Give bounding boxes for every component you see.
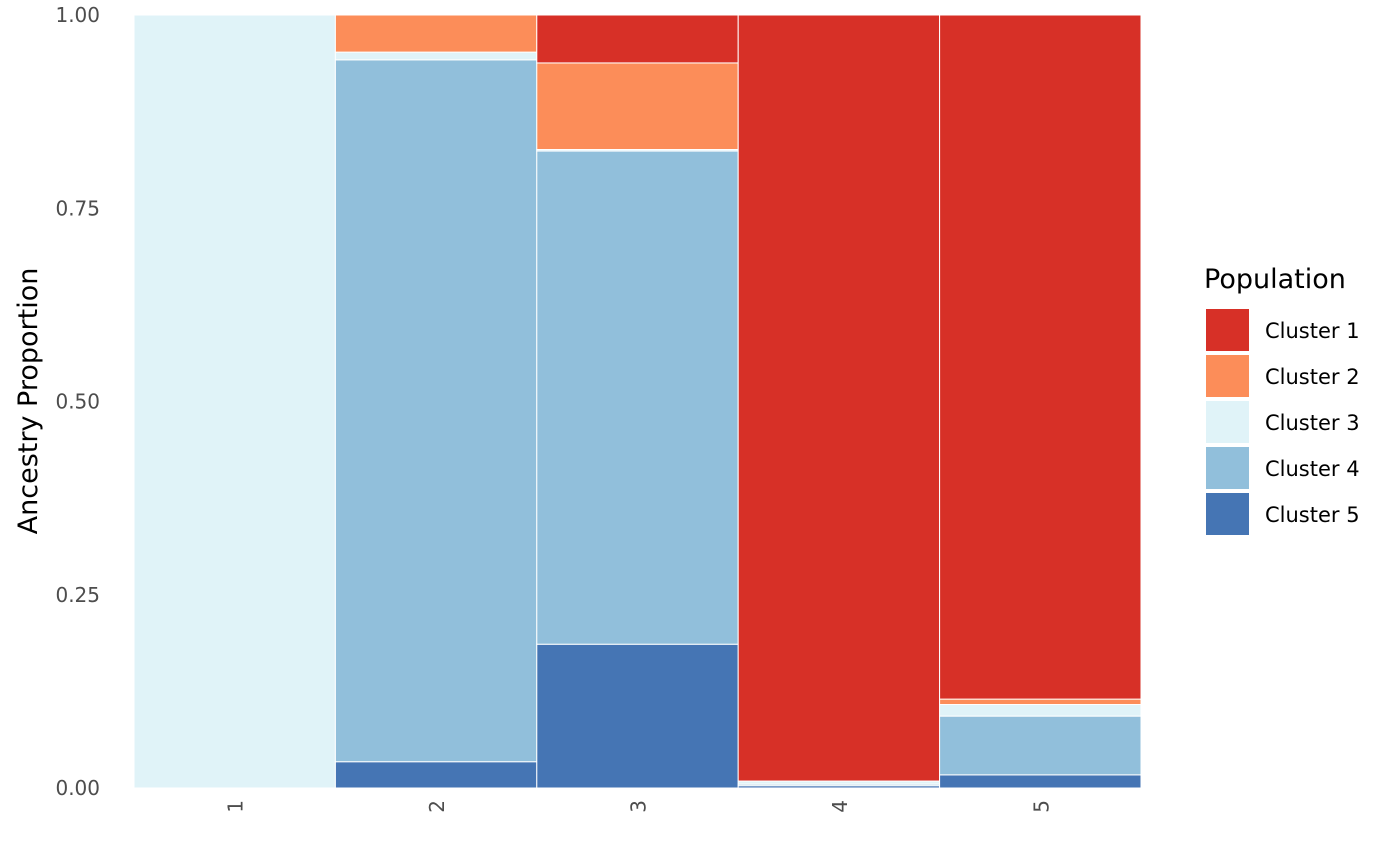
legend-key-cluster-4 bbox=[1206, 447, 1249, 489]
bar-segment-1-cluster-3 bbox=[133, 14, 336, 789]
y-tick-label: 0.00 bbox=[55, 776, 100, 800]
legend-key-cluster-5 bbox=[1206, 493, 1249, 535]
bar-segment-5-cluster-2 bbox=[939, 698, 1142, 706]
legend-label: Cluster 5 bbox=[1265, 503, 1360, 527]
y-axis-title: Ancestry Proportion bbox=[13, 268, 44, 535]
x-axis-ticks: 1 2 3 4 5 bbox=[224, 800, 1054, 813]
bar-segment-2-cluster-3 bbox=[334, 51, 538, 61]
legend-label: Cluster 2 bbox=[1265, 365, 1360, 389]
legend-key-cluster-1 bbox=[1206, 309, 1249, 351]
bar-segment-2-cluster-2 bbox=[334, 14, 538, 53]
bar-segment-4-cluster-1 bbox=[737, 14, 941, 782]
bars-group bbox=[133, 14, 1142, 789]
y-axis-ticks: 0.00 0.25 0.50 0.75 1.00 bbox=[55, 3, 100, 800]
bar-segment-3-cluster-2 bbox=[536, 62, 739, 151]
bar-segment-3-cluster-1 bbox=[536, 14, 739, 64]
legend-key-cluster-3 bbox=[1206, 401, 1249, 443]
bar-segment-2-cluster-4 bbox=[334, 59, 538, 763]
y-tick-label: 0.50 bbox=[55, 390, 100, 414]
bar-segment-2-cluster-5 bbox=[334, 761, 538, 789]
x-tick-label: 5 bbox=[1029, 800, 1053, 813]
legend-label: Cluster 4 bbox=[1265, 457, 1360, 481]
bar-segment-5-cluster-5 bbox=[939, 774, 1142, 789]
x-tick-label: 2 bbox=[425, 800, 449, 813]
bar-segment-5-cluster-1 bbox=[939, 14, 1142, 700]
legend-label: Cluster 3 bbox=[1265, 411, 1360, 435]
x-tick-label: 3 bbox=[627, 800, 651, 813]
x-tick-label: 4 bbox=[828, 800, 852, 813]
y-tick-label: 0.75 bbox=[55, 196, 100, 220]
legend-label: Cluster 1 bbox=[1265, 319, 1360, 343]
x-tick-label: 1 bbox=[224, 800, 248, 813]
legend-title: Population bbox=[1204, 264, 1346, 295]
y-tick-label: 1.00 bbox=[55, 3, 100, 27]
legend: Population Cluster 1 Cluster 2 Cluster 3 Cl… bbox=[1204, 264, 1360, 535]
bar-segment-3-cluster-4 bbox=[536, 150, 739, 645]
legend-key-cluster-2 bbox=[1206, 355, 1249, 397]
bar-segment-5-cluster-4 bbox=[939, 715, 1142, 776]
bar-segment-5-cluster-3 bbox=[939, 704, 1142, 717]
y-tick-label: 0.25 bbox=[55, 583, 100, 607]
bar-segment-3-cluster-5 bbox=[536, 643, 739, 789]
